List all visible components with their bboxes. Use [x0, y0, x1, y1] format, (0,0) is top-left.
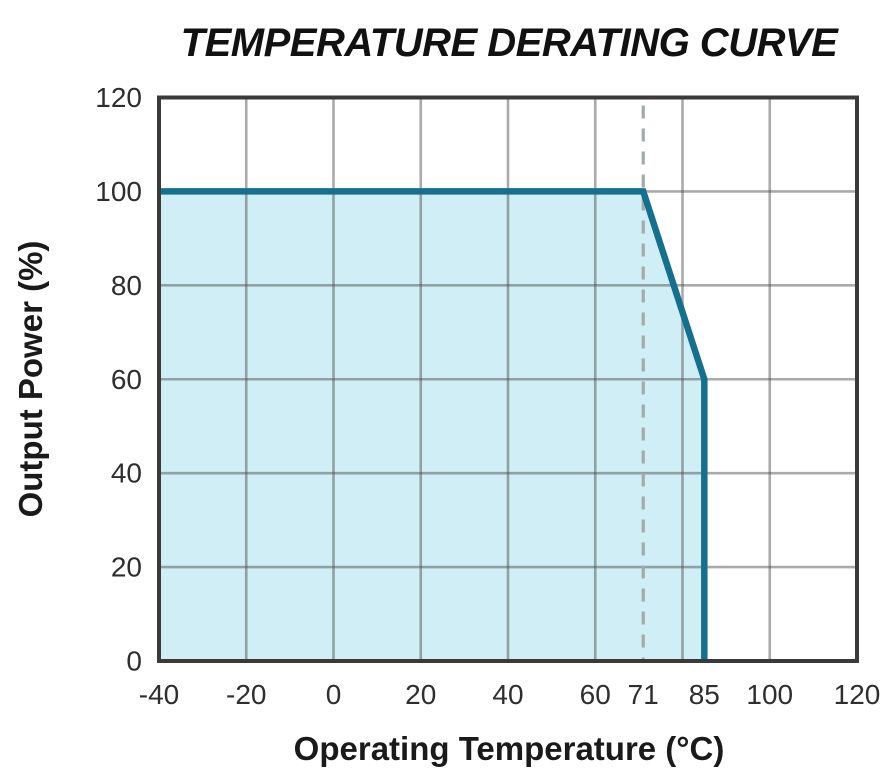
y-tick-label: 120 — [95, 82, 142, 113]
derating-curve — [159, 188, 708, 661]
x-tick-label: 71 — [628, 679, 659, 710]
axes-frame — [157, 95, 859, 663]
y-tick-label: 40 — [111, 458, 142, 489]
derating-fill — [159, 191, 705, 661]
y-axis-tick-labels: 0 20 40 60 80 100 120 — [95, 82, 142, 677]
series-fill-area — [159, 191, 705, 661]
y-tick-label: 80 — [111, 270, 142, 301]
x-tick-label: -20 — [226, 679, 266, 710]
x-axis-tick-labels: -40 -20 0 20 40 60 71 85 100 120 — [139, 679, 881, 710]
x-tick-label: 20 — [405, 679, 436, 710]
y-tick-label: 60 — [111, 364, 142, 395]
x-tick-label: -40 — [139, 679, 179, 710]
y-tick-label: 100 — [95, 176, 142, 207]
x-tick-label: 40 — [492, 679, 523, 710]
plot-frame — [157, 95, 859, 663]
y-tick-label: 0 — [126, 646, 142, 677]
y-axis-title: Output Power (%) — [12, 241, 49, 518]
chart-title: TEMPERATURE DERATING CURVE — [181, 21, 839, 65]
x-tick-label: 85 — [689, 679, 720, 710]
series-line — [159, 188, 708, 661]
x-tick-label: 60 — [580, 679, 611, 710]
x-tick-label: 100 — [746, 679, 793, 710]
y-tick-label: 20 — [111, 552, 142, 583]
x-tick-label: 0 — [326, 679, 342, 710]
x-tick-label: 120 — [834, 679, 881, 710]
x-axis-title: Operating Temperature (°C) — [294, 730, 725, 767]
